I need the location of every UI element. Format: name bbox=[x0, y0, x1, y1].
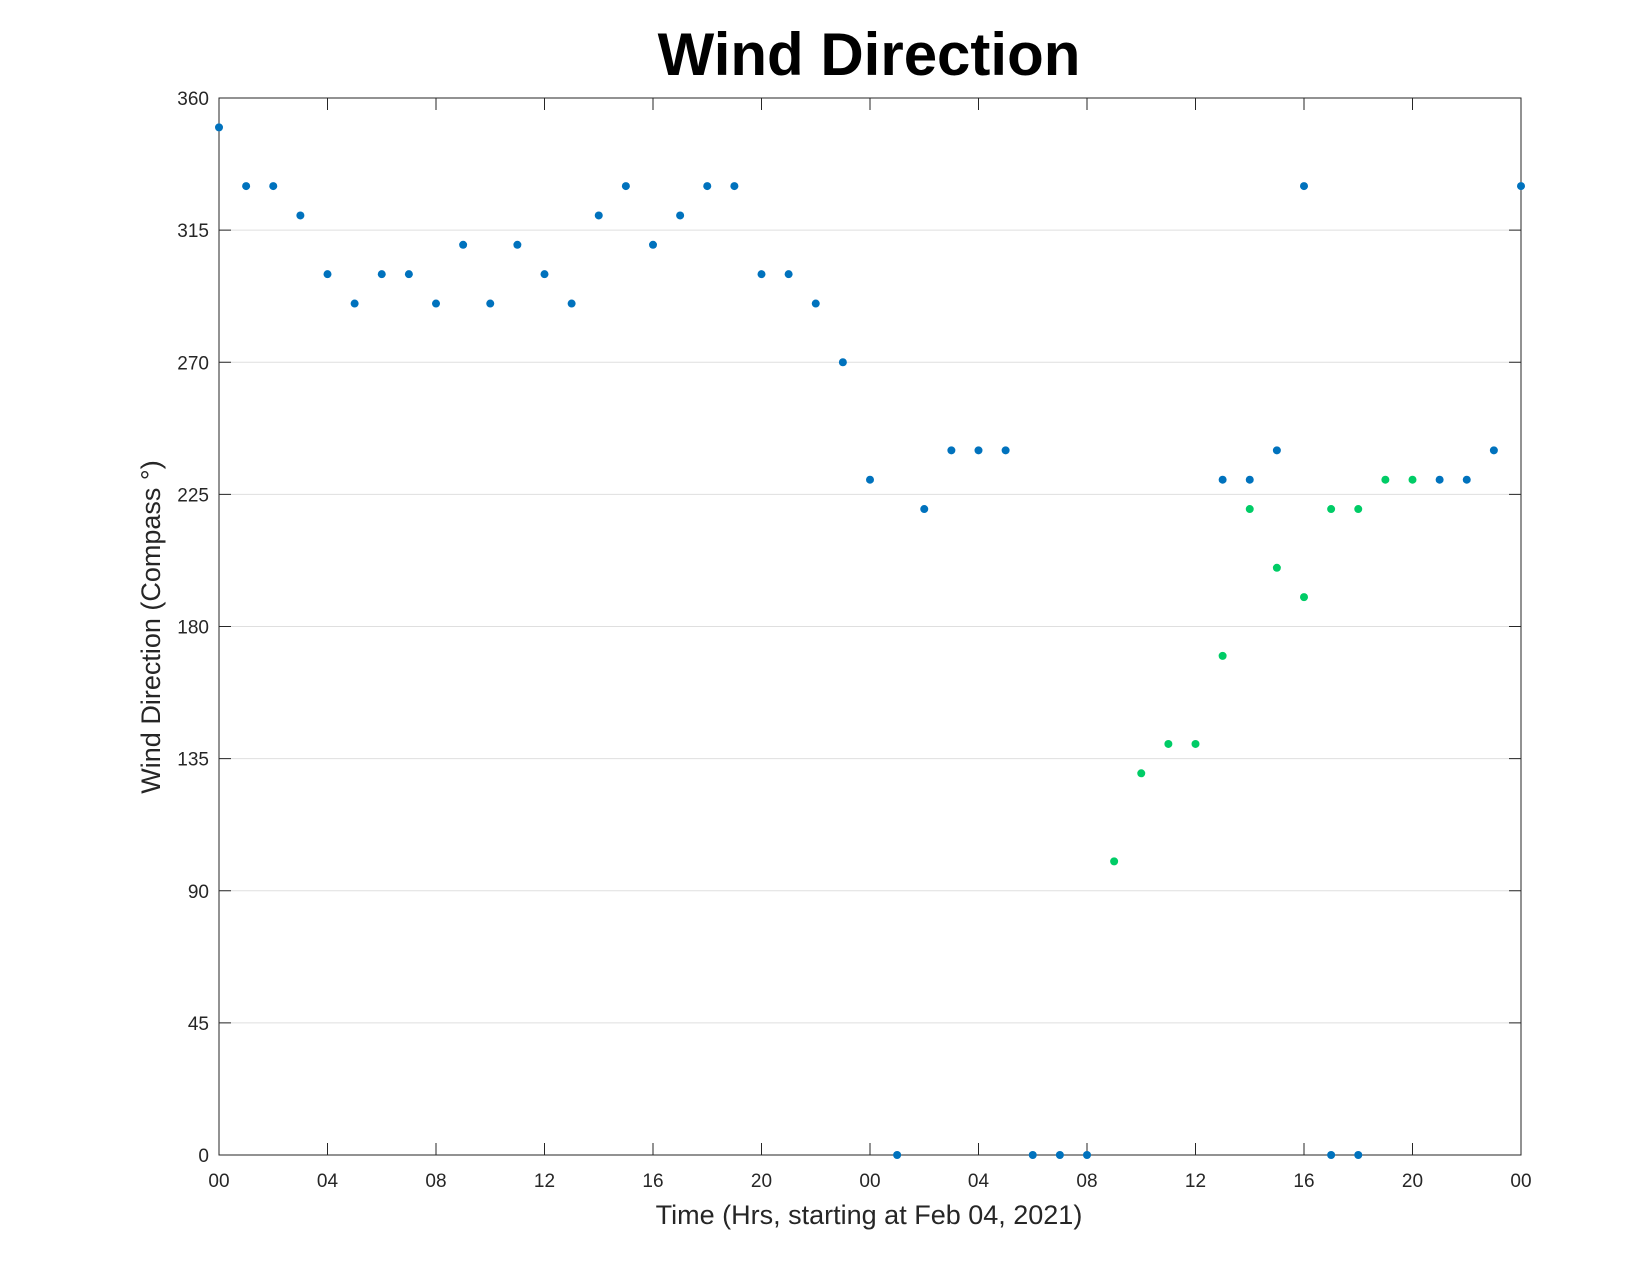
axis-ticks bbox=[218, 97, 1522, 1156]
data-point bbox=[1462, 475, 1471, 484]
data-point bbox=[1354, 505, 1363, 514]
data-point bbox=[866, 475, 874, 484]
y-tick-label: 315 bbox=[177, 221, 209, 242]
y-tick-labels: 0 45 90 135 180 225 270 315 360 bbox=[177, 89, 209, 1167]
data-point bbox=[513, 240, 522, 249]
x-tick-label: 08 bbox=[1076, 1171, 1097, 1192]
data-point bbox=[1245, 475, 1254, 484]
data-point bbox=[1489, 446, 1498, 455]
data-point bbox=[1164, 739, 1173, 748]
data-point bbox=[1354, 1151, 1363, 1159]
y-tick-label: 90 bbox=[188, 882, 209, 903]
data-point bbox=[1300, 593, 1308, 602]
x-axis-label: Time (Hrs, starting at Feb 04, 2021) bbox=[656, 1200, 1083, 1230]
data-point bbox=[1327, 1151, 1336, 1159]
data-point bbox=[1245, 505, 1254, 514]
x-tick-label: 12 bbox=[534, 1171, 555, 1192]
y-tick-label: 180 bbox=[177, 618, 209, 639]
data-point bbox=[893, 1151, 902, 1159]
data-point bbox=[974, 446, 983, 455]
data-point bbox=[784, 270, 793, 279]
x-tick-label: 04 bbox=[968, 1171, 990, 1192]
data-point bbox=[1110, 857, 1119, 866]
x-tick-label: 04 bbox=[317, 1171, 339, 1192]
data-point bbox=[1055, 1151, 1064, 1159]
data-point bbox=[215, 123, 223, 132]
chart-title: Wind Direction bbox=[658, 21, 1081, 88]
y-tick-label: 45 bbox=[188, 1014, 209, 1035]
data-point bbox=[947, 446, 956, 455]
data-point bbox=[540, 270, 549, 279]
data-point bbox=[323, 270, 332, 279]
x-tick-label: 12 bbox=[1185, 1171, 1206, 1192]
data-point bbox=[649, 240, 657, 249]
x-tick-label: 08 bbox=[425, 1171, 446, 1192]
data-point bbox=[1517, 182, 1525, 191]
x-tick-labels: 00 04 08 12 16 20 00 04 08 12 16 20 00 bbox=[208, 1171, 1531, 1192]
data-point bbox=[621, 182, 630, 191]
data-point bbox=[350, 299, 359, 308]
x-tick-label: 00 bbox=[208, 1171, 229, 1192]
data-point bbox=[757, 270, 766, 279]
data-point bbox=[676, 211, 685, 220]
data-point bbox=[404, 270, 413, 279]
data-point bbox=[459, 240, 468, 249]
data-point bbox=[811, 299, 820, 308]
y-tick-label: 225 bbox=[177, 485, 209, 506]
grid-lines bbox=[219, 229, 1521, 1024]
data-point bbox=[730, 182, 739, 191]
data-point bbox=[703, 182, 712, 191]
x-tick-label: 20 bbox=[1402, 1171, 1423, 1192]
y-axis-label: Wind Direction (Compass °) bbox=[136, 460, 166, 793]
data-point bbox=[1327, 505, 1336, 514]
data-point bbox=[296, 211, 305, 220]
data-point bbox=[1028, 1151, 1037, 1159]
data-point bbox=[269, 182, 278, 191]
data-point bbox=[1435, 475, 1444, 484]
data-point bbox=[1218, 651, 1227, 660]
data-point bbox=[594, 211, 603, 220]
data-point bbox=[1218, 475, 1227, 484]
y-tick-label: 270 bbox=[177, 353, 209, 374]
data-point bbox=[1272, 446, 1281, 455]
data-point bbox=[1272, 563, 1281, 572]
x-tick-label: 00 bbox=[859, 1171, 880, 1192]
data-point bbox=[920, 505, 929, 514]
y-tick-label: 360 bbox=[177, 89, 209, 110]
data-point bbox=[1300, 182, 1308, 191]
data-point bbox=[1083, 1151, 1091, 1159]
data-point bbox=[1408, 475, 1417, 484]
x-tick-label: 16 bbox=[642, 1171, 663, 1192]
data-point bbox=[1381, 475, 1390, 484]
data-point bbox=[432, 299, 440, 308]
x-tick-label: 16 bbox=[1293, 1171, 1314, 1192]
y-tick-label: 135 bbox=[177, 750, 209, 771]
data-point bbox=[1137, 769, 1146, 778]
data-point bbox=[486, 299, 495, 308]
data-point bbox=[1191, 739, 1200, 748]
data-point bbox=[838, 358, 847, 367]
x-tick-label: 00 bbox=[1510, 1171, 1531, 1192]
data-points bbox=[215, 123, 1525, 1159]
data-point bbox=[242, 182, 251, 191]
x-tick-label: 20 bbox=[751, 1171, 772, 1192]
data-point bbox=[377, 270, 386, 279]
data-point bbox=[567, 299, 576, 308]
y-tick-label: 0 bbox=[198, 1146, 209, 1167]
data-point bbox=[1001, 446, 1010, 455]
